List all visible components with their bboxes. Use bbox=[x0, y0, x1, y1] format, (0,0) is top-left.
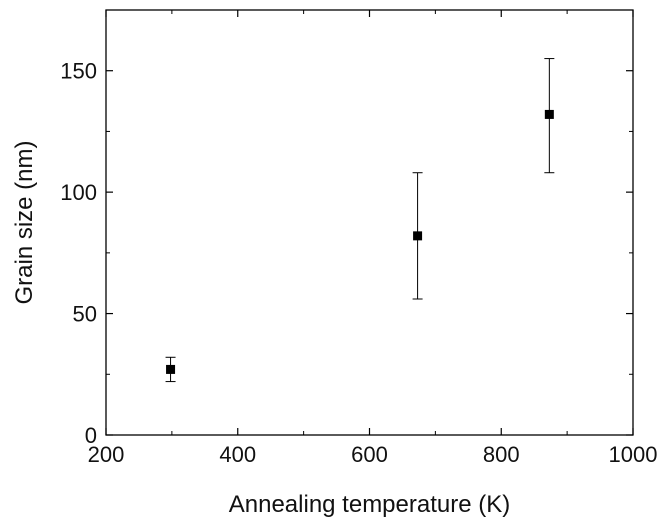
x-tick-label: 1000 bbox=[609, 442, 658, 467]
x-tick-label: 600 bbox=[351, 442, 388, 467]
y-tick-label: 150 bbox=[60, 59, 97, 84]
x-tick-label: 200 bbox=[88, 442, 125, 467]
data-point bbox=[413, 231, 423, 241]
x-axis-title: Annealing temperature (K) bbox=[229, 491, 510, 518]
y-tick-label: 0 bbox=[85, 423, 97, 448]
y-axis-title: Grain size (nm) bbox=[11, 140, 38, 304]
plot-frame bbox=[105, 9, 634, 436]
data-point bbox=[166, 364, 176, 374]
x-tick-label: 400 bbox=[219, 442, 256, 467]
y-tick-label: 100 bbox=[60, 180, 97, 205]
error-bars bbox=[165, 58, 555, 383]
y-tick-label: 50 bbox=[73, 302, 97, 327]
data-points bbox=[166, 109, 554, 374]
x-axis: 200 400 600 800 1000 bbox=[88, 10, 658, 467]
x-tick-label: 800 bbox=[483, 442, 520, 467]
y-axis: 0 50 100 150 bbox=[60, 59, 633, 448]
data-point bbox=[544, 109, 554, 119]
